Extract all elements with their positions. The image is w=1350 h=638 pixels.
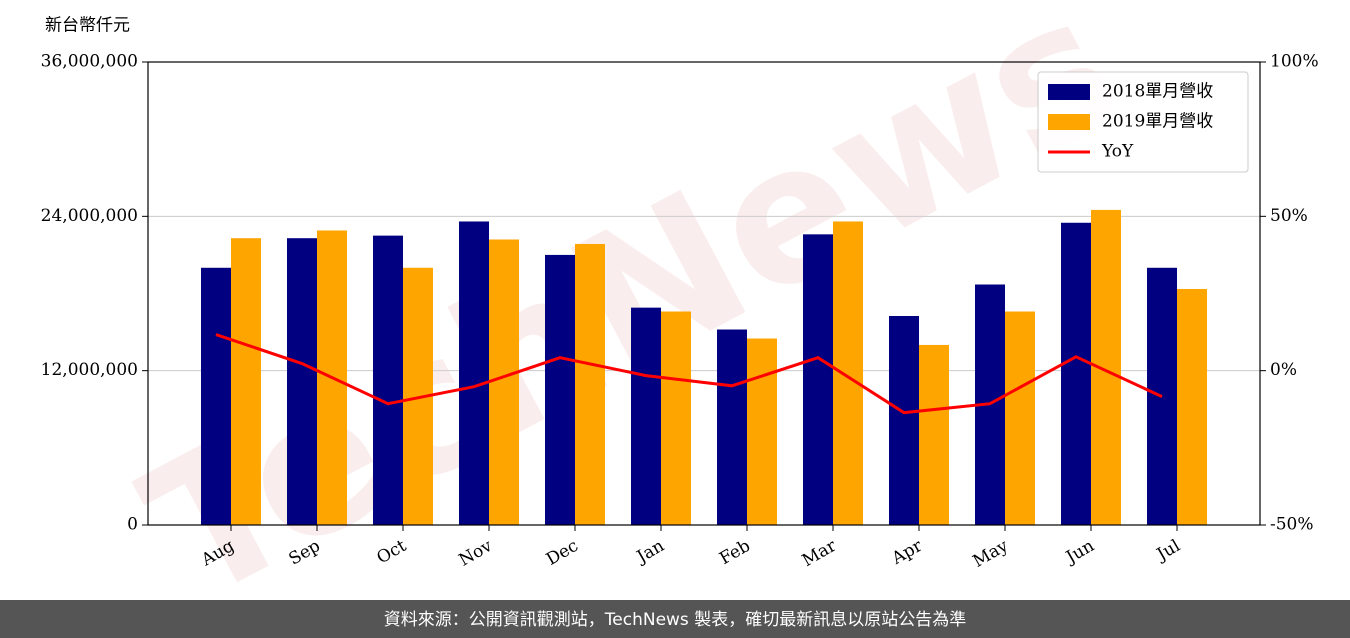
bar	[200, 267, 231, 525]
x-tick-label: Apr	[888, 535, 927, 569]
y2-tick-label: -50%	[1270, 515, 1314, 535]
legend-label: YoY	[1101, 142, 1134, 162]
y2-tick-label: 50%	[1270, 206, 1308, 226]
bar	[372, 235, 403, 525]
legend-label: 2018單月營收	[1102, 82, 1213, 102]
x-tick-label: May	[970, 536, 1013, 572]
bar	[803, 234, 834, 526]
y-tick-label: 24,000,000	[41, 206, 138, 226]
bar	[1061, 222, 1092, 525]
footer-bar	[0, 600, 1350, 638]
legend-swatch	[1048, 114, 1090, 130]
x-tick-label: Dec	[543, 536, 582, 570]
bar	[488, 239, 519, 525]
x-tick-label: Mar	[799, 535, 841, 571]
y-tick-label: 12,000,000	[41, 360, 138, 380]
x-tick-label: Nov	[456, 536, 496, 571]
bar	[1177, 288, 1208, 525]
y-tick-label: 0	[127, 515, 138, 535]
x-tick-label: Jun	[1061, 536, 1098, 569]
legend-label: 2019單月營收	[1102, 112, 1213, 132]
x-tick-label: Jul	[1152, 536, 1184, 566]
line	[215, 333, 1163, 415]
bar	[286, 238, 317, 526]
plot-frame	[147, 61, 1261, 526]
source-note: 資料來源：公開資訊觀測站，TechNews 製表，確切最新訊息以原站公告為準	[384, 610, 966, 630]
bar	[889, 316, 920, 525]
legend-box	[1037, 71, 1249, 173]
y-tick-label: 36,000,000	[41, 52, 138, 72]
bar	[630, 307, 661, 525]
y2-tick-label: 100%	[1270, 52, 1319, 72]
bar	[833, 221, 864, 525]
bar	[660, 311, 691, 525]
bar	[230, 238, 261, 526]
bar	[544, 254, 575, 525]
bar	[574, 243, 605, 525]
y2-tick-label: 0%	[1270, 360, 1297, 380]
bar	[747, 338, 778, 525]
y-axis-label: 新台幣仟元	[45, 16, 130, 36]
legend-swatch	[1048, 84, 1090, 100]
bar	[717, 329, 748, 525]
bar	[919, 344, 950, 525]
x-tick-label: Feb	[716, 536, 754, 569]
bar	[1005, 311, 1036, 525]
x-tick-label: Jan	[632, 536, 668, 568]
bar	[458, 221, 489, 525]
